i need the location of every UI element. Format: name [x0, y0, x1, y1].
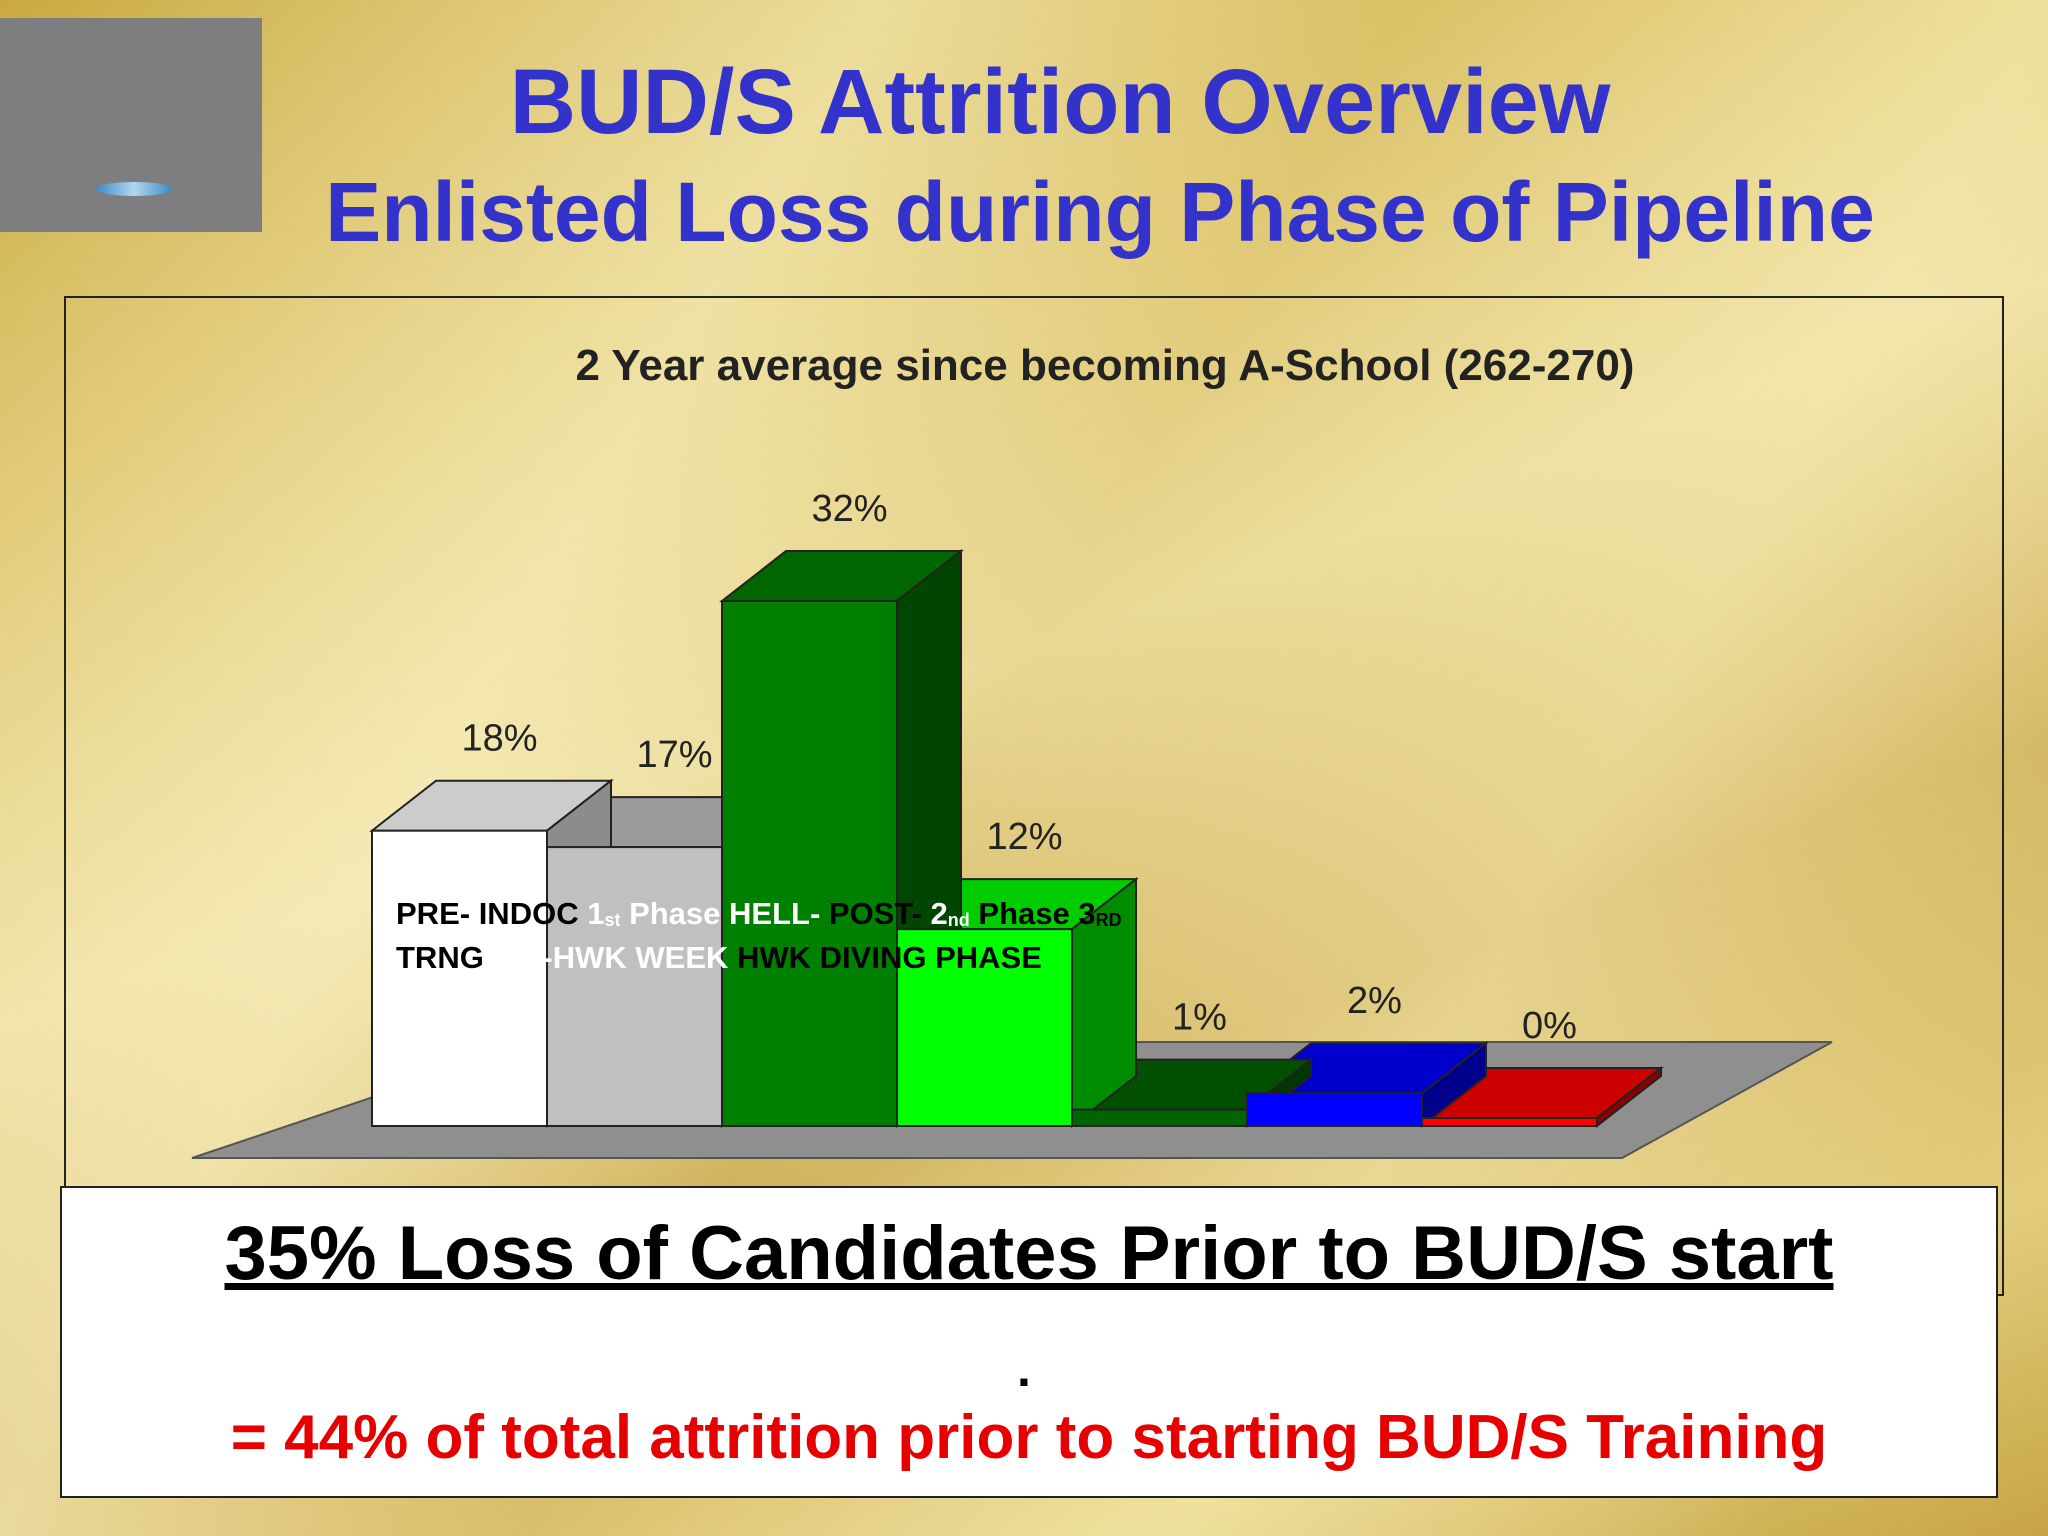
- data-label: 0%: [1522, 1005, 1577, 1047]
- summary-separator: .: [1017, 1341, 1031, 1397]
- summary-box: 35% Loss of Candidates Prior to BUD/S st…: [60, 1186, 1998, 1498]
- slide-title: BUD/S Attrition Overview: [509, 51, 1611, 153]
- category-label-part: st: [604, 910, 621, 930]
- category-label-part: WEEK: [635, 940, 738, 975]
- category-label-part: Phase: [620, 896, 730, 931]
- category-labels-line-1: PRE- INDOC 1st Phase HELL- POST- 2nd Pha…: [396, 894, 1122, 938]
- category-label-part: PHASE: [935, 940, 1042, 975]
- category-label-part: nd: [947, 910, 970, 930]
- data-label: 18%: [461, 718, 537, 760]
- category-label-part: 3: [1078, 896, 1096, 931]
- category-label-part: POST-: [828, 896, 931, 931]
- category-label-part: 2: [930, 896, 948, 931]
- data-label: 1%: [1172, 997, 1227, 1039]
- category-label-part: 1: [587, 896, 605, 931]
- data-label: 2%: [1347, 980, 1402, 1022]
- category-labels: PRE- INDOC 1st Phase HELL- POST- 2nd Pha…: [396, 894, 1122, 978]
- bar: [1071, 1108, 1248, 1127]
- category-label-part: HELL-: [729, 896, 829, 931]
- summary-footnote: = 44% of total attrition prior to starti…: [230, 1403, 1828, 1472]
- bar: [546, 846, 723, 1127]
- data-label: 17%: [636, 734, 712, 776]
- category-label-part: Phase: [969, 896, 1079, 931]
- category-label-part: Pre-HWK: [492, 940, 636, 975]
- summary-headline: 35% Loss of Candidates Prior to BUD/S st…: [224, 1211, 1834, 1296]
- bar: [371, 829, 548, 1127]
- category-label-part: PRE-: [396, 896, 479, 931]
- slide-subtitle: Enlisted Loss during Phase of Pipeline: [325, 165, 1875, 259]
- bar: [896, 928, 1073, 1127]
- category-label-part: DIVING: [819, 940, 936, 975]
- bar: [1421, 1117, 1598, 1127]
- logo-icon: [96, 182, 172, 196]
- bar: [1246, 1092, 1423, 1127]
- category-label-part: INDOC: [478, 896, 588, 931]
- chart-title: 2 Year average since becoming A-School (…: [576, 341, 1635, 390]
- category-labels-line-2: TRNG Pre-HWK WEEK HWK DIVING PHASE: [396, 938, 1122, 978]
- data-label: 12%: [986, 816, 1062, 858]
- category-label-part: TRNG: [396, 940, 493, 975]
- bar: [721, 600, 898, 1127]
- category-label-part: HWK: [737, 940, 820, 975]
- logo-placeholder: [0, 18, 262, 232]
- category-label-part: RD: [1095, 910, 1122, 930]
- data-label: 32%: [811, 488, 887, 530]
